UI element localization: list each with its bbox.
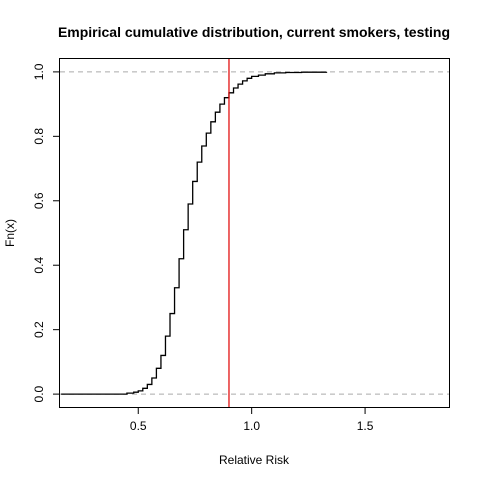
ecdf-series-line [61,71,328,395]
plot-frame [59,58,450,408]
x-tick-label: 1.0 [243,419,260,433]
y-axis: 0.0 0.2 0.4 0.6 0.8 1.0 [32,63,60,402]
y-tick-label: 0.8 [32,128,46,145]
x-tick-label: 1.5 [357,419,374,433]
y-axis-title: Fn(x) [3,219,17,247]
x-axis: 0.5 1.0 1.5 [130,407,374,433]
y-tick-label: 0.0 [32,385,46,402]
x-tick-label: 0.5 [130,419,147,433]
y-tick-label: 0.4 [32,257,46,274]
y-tick-label: 1.0 [32,63,46,80]
y-tick-label: 0.6 [32,192,46,209]
x-axis-title: Relative Risk [219,453,290,467]
y-tick-label: 0.2 [32,321,46,338]
chart-title: Empirical cumulative distribution, curre… [58,24,450,40]
plot-area [60,59,449,407]
